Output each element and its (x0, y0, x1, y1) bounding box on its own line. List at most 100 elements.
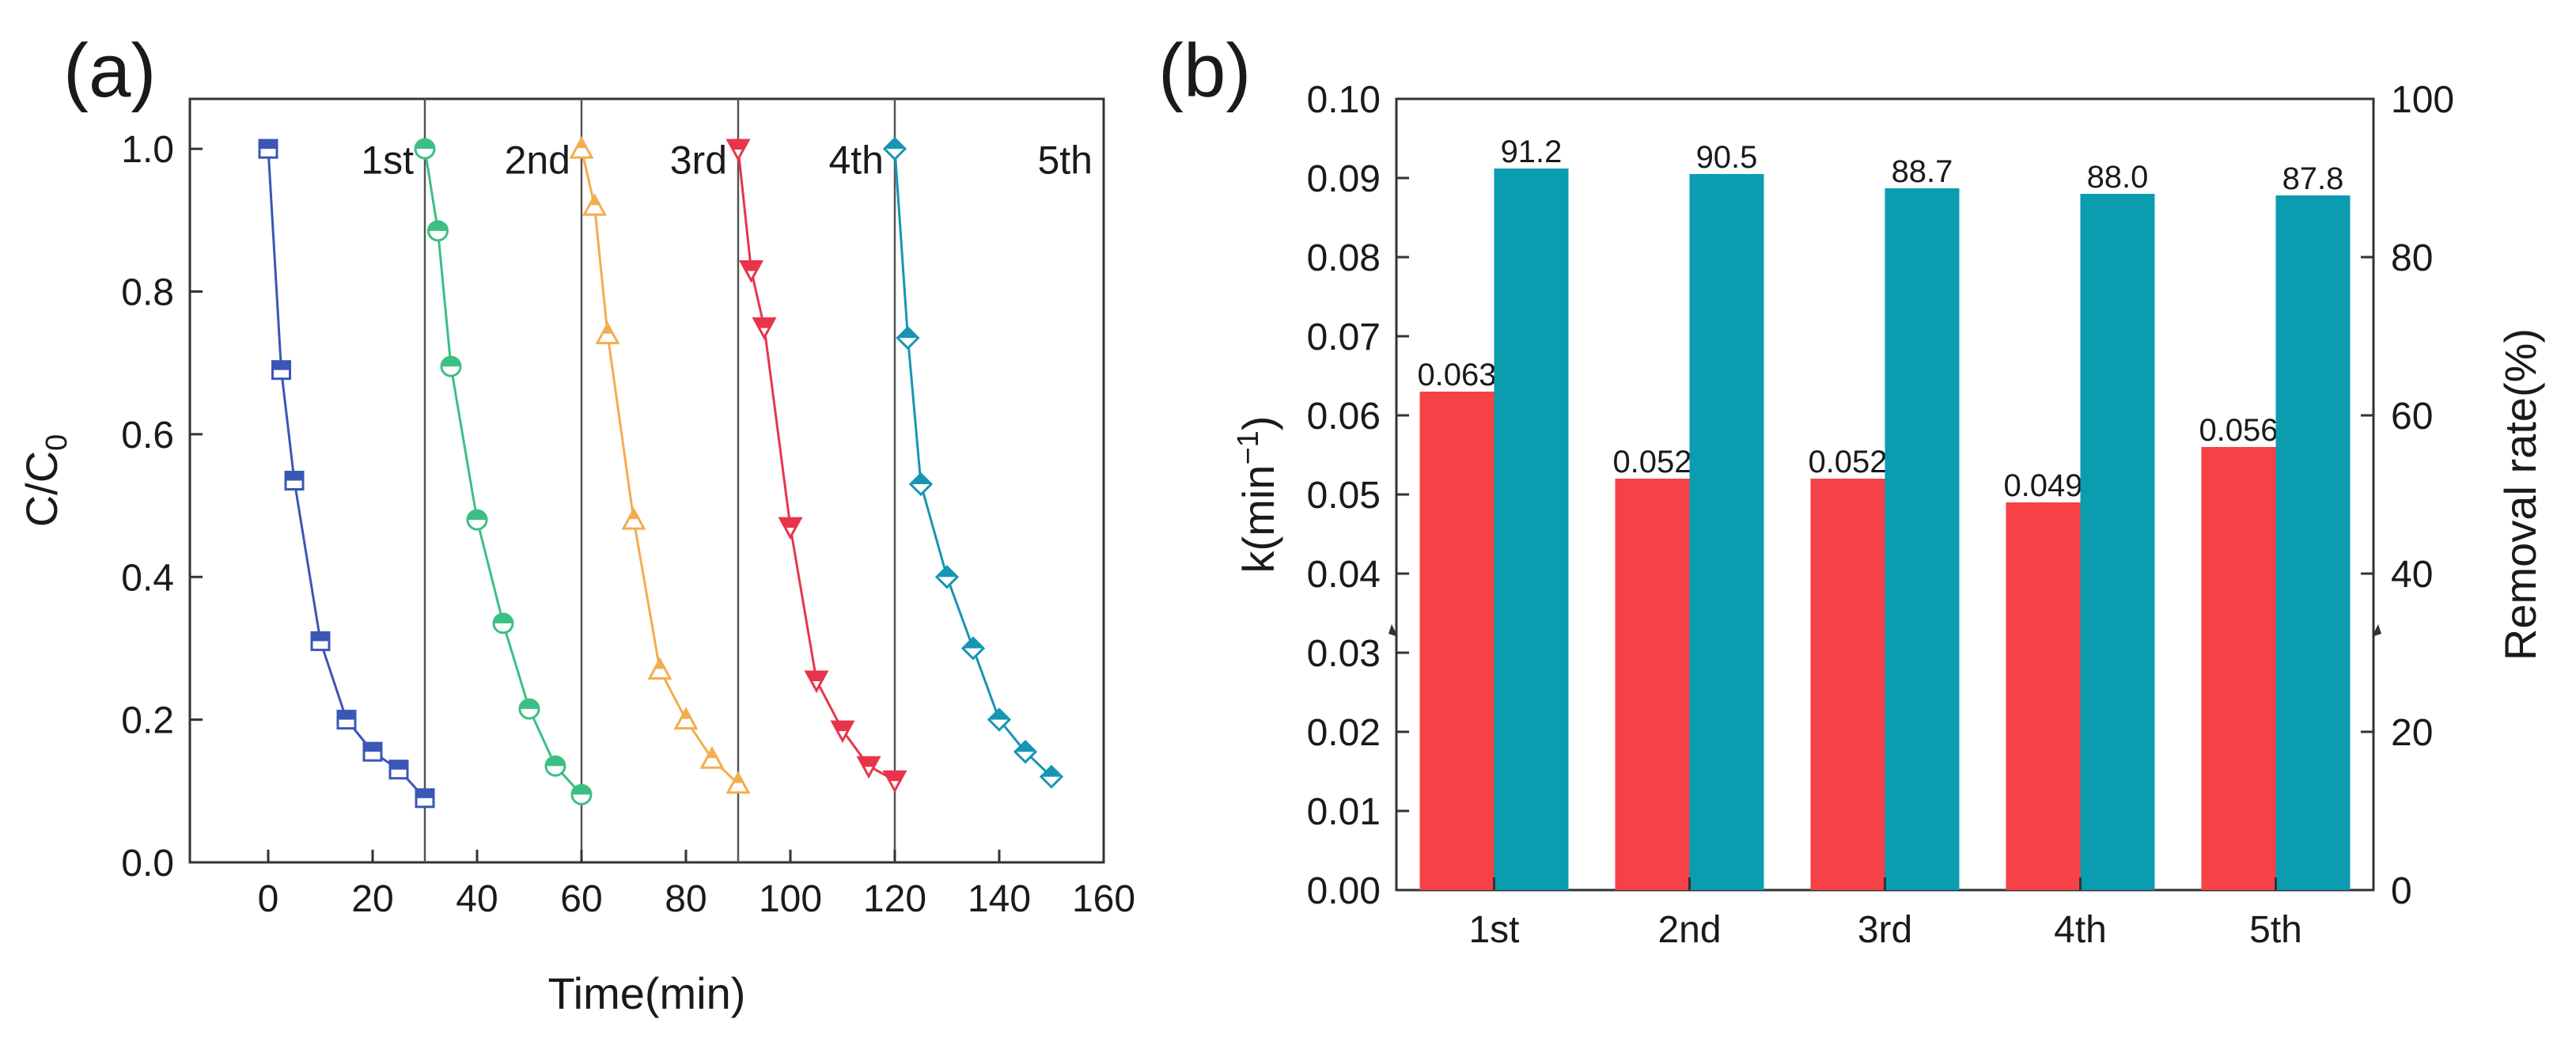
data-point (427, 220, 449, 242)
bar-removal-1st (1494, 169, 1569, 890)
category-label: 5th (2249, 909, 2302, 951)
panel-a-ticks: 0 20 40 60 80 100 120 140 160 0.0 0.2 0.4 0.6 0.8 1.0 (121, 129, 1135, 920)
cycle-labels: 1st 2nd 3rd 4th 5th (361, 138, 1093, 183)
cycle-label: 2nd (505, 138, 570, 183)
left-tick-label: 0.07 (1307, 316, 1381, 358)
series-cycle-5th (882, 137, 1064, 789)
axis-break-marks (1388, 624, 2381, 637)
right-tick-label: 20 (2391, 712, 2433, 754)
data-point (987, 707, 1012, 732)
data-point (1039, 764, 1064, 789)
category-label: 3rd (1858, 909, 1912, 951)
y-tick-label: 0.8 (121, 272, 174, 314)
panel-b-label: (b) (1158, 28, 1251, 113)
cycle-label: 3rd (670, 138, 727, 183)
right-tick-label: 40 (2391, 554, 2433, 596)
right-tick-label: 100 (2391, 79, 2454, 121)
panel-a-label: (a) (63, 28, 156, 113)
cycle-label: 1st (361, 138, 414, 183)
panel-b-left-axis-title: k(min−1) (1232, 416, 1283, 574)
x-tick-label: 160 (1072, 878, 1135, 920)
data-point (647, 657, 672, 680)
bar-k-5th (2201, 447, 2276, 890)
bar-removal-3rd (1885, 188, 1960, 890)
data-point (934, 565, 960, 589)
data-label-k: 0.052 (1808, 445, 1887, 479)
bar-removal-5th (2275, 195, 2351, 890)
data-label-k: 0.052 (1612, 445, 1691, 479)
series-cycle-4th (725, 138, 907, 794)
data-point (362, 741, 383, 762)
left-tick-label: 0.10 (1307, 79, 1381, 121)
bar-removal-2nd (1689, 174, 1764, 890)
left-tick-label: 0.01 (1307, 791, 1381, 833)
cycle-label: 5th (1037, 138, 1093, 183)
data-point (882, 770, 907, 794)
y-title-main: C/C (17, 451, 66, 527)
category-label: 1st (1468, 909, 1519, 951)
x-tick-label: 60 (560, 878, 602, 920)
y-title-subscript: 0 (40, 434, 74, 451)
data-point (271, 360, 291, 381)
panel-a-plot-frame (188, 97, 1105, 864)
cycle-label: 4th (828, 138, 884, 183)
data-point (673, 707, 699, 730)
data-point (960, 636, 986, 661)
right-tick-label: 80 (2391, 237, 2433, 279)
left-title-superscript: −1 (1232, 430, 1265, 464)
data-label-removal: 88.0 (2087, 160, 2149, 195)
left-tick-label: 0.09 (1307, 158, 1381, 200)
y-tick-label: 0.4 (121, 557, 174, 599)
data-label-removal: 88.7 (1892, 154, 1953, 189)
panel-a-line-chart: (a) 0 20 40 60 80 100 120 140 160 0.0 0.2 0.4 0.6 0.8… (17, 28, 1135, 1018)
data-point (544, 755, 566, 777)
data-point (882, 137, 907, 161)
y-tick-label: 1.0 (121, 129, 174, 171)
left-tick-label: 0.06 (1307, 396, 1381, 438)
data-point (699, 746, 725, 769)
series-line (893, 149, 1053, 778)
data-label-k: 0.049 (2003, 468, 2082, 503)
series-line (580, 148, 740, 785)
x-tick-label: 80 (665, 878, 707, 920)
category-label: 2nd (1657, 909, 1721, 951)
x-tick-label: 100 (759, 878, 822, 920)
left-axis-arrow (1388, 624, 1398, 637)
data-point (725, 771, 751, 794)
series-cycle-3rd (569, 135, 751, 794)
data-point (258, 138, 278, 159)
y-tick-label: 0.0 (121, 843, 174, 885)
left-title-main: k(min (1233, 465, 1283, 574)
data-label-k: 0.056 (2199, 413, 2278, 448)
data-point (778, 517, 803, 540)
x-tick-label: 0 (258, 878, 279, 920)
data-point (856, 756, 881, 779)
x-tick-label: 40 (456, 878, 498, 920)
data-point (310, 631, 331, 651)
data-point (466, 509, 488, 531)
data-point (284, 471, 305, 491)
panel-b-ticks: 1st 2nd 3rd 4th 5th 0.00 0.01 0.02 0.03 0.04 0.05 0… (1307, 79, 2455, 951)
data-point (896, 326, 920, 350)
panel-a-series (258, 135, 1064, 809)
bar-k-3rd (1810, 479, 1885, 890)
panel-a-y-axis-title: C/C0 (17, 434, 74, 528)
data-label-k: 0.063 (1417, 358, 1496, 392)
y-tick-label: 0.6 (121, 415, 174, 456)
data-point (804, 670, 829, 694)
data-point (1013, 740, 1038, 764)
left-tick-label: 0.02 (1307, 712, 1381, 754)
right-tick-label: 60 (2391, 396, 2433, 438)
data-point (440, 355, 462, 377)
data-point (570, 783, 593, 805)
x-tick-label: 20 (351, 878, 393, 920)
left-tick-label: 0.05 (1307, 475, 1381, 517)
category-label: 4th (2054, 909, 2107, 951)
data-point (595, 321, 620, 345)
data-point (725, 138, 751, 162)
bar-k-4th (2006, 502, 2081, 890)
data-point (738, 260, 764, 283)
data-point (492, 612, 514, 635)
data-point (518, 698, 540, 720)
